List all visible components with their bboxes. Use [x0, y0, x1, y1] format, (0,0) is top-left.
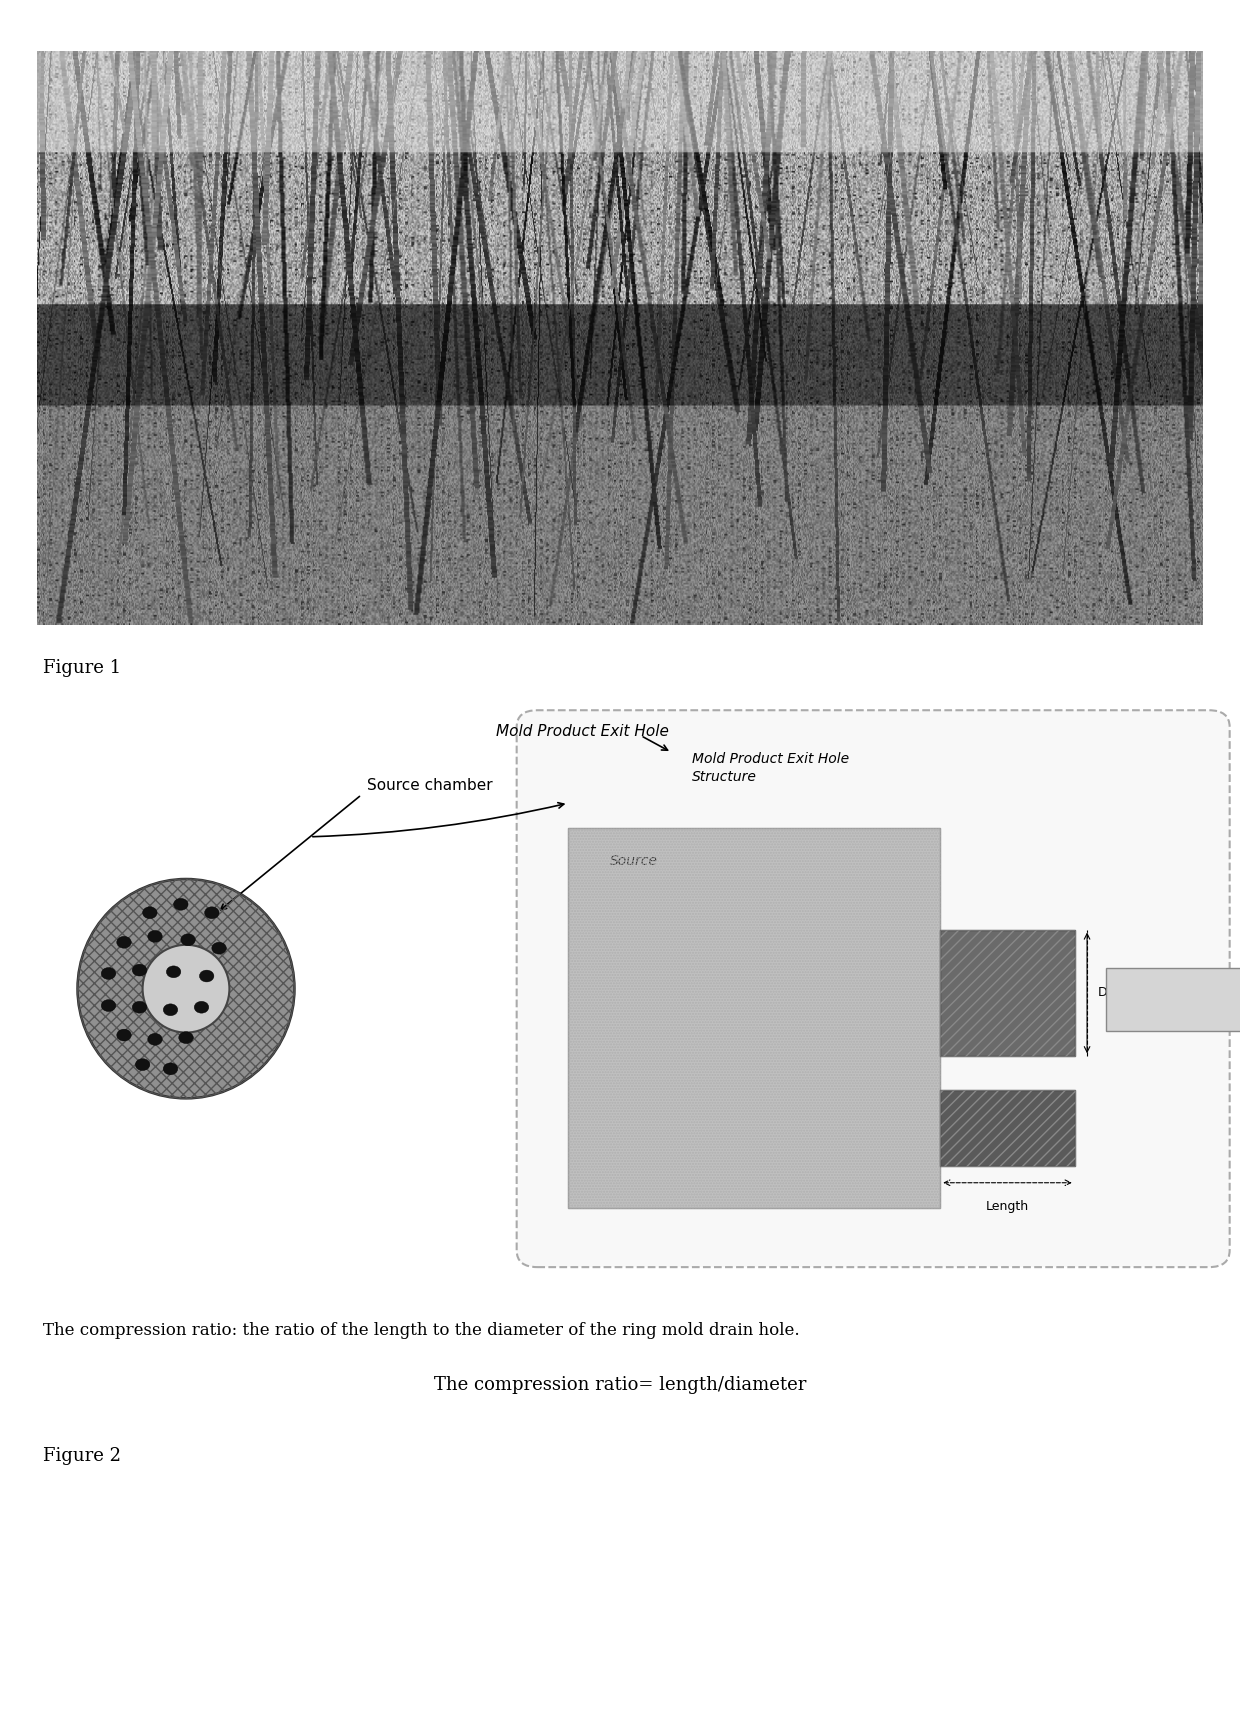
Circle shape [148, 1034, 162, 1046]
Text: Source: Source [610, 854, 657, 868]
Circle shape [102, 1000, 115, 1012]
Text: Mold Product Exit Hole: Mold Product Exit Hole [496, 724, 668, 740]
Text: The compression ratio: the ratio of the length to the diameter of the ring mold : The compression ratio: the ratio of the … [43, 1322, 800, 1339]
Text: Length: Length [986, 1200, 1029, 1212]
Ellipse shape [143, 945, 229, 1032]
Bar [940, 1091, 1075, 1166]
Text: Mold Product: Mold Product [1114, 993, 1195, 1005]
FancyBboxPatch shape [517, 710, 1230, 1267]
Circle shape [195, 1002, 208, 1014]
Circle shape [117, 936, 131, 948]
Circle shape [135, 1058, 150, 1070]
Circle shape [205, 907, 219, 919]
Circle shape [200, 971, 213, 983]
Circle shape [133, 964, 146, 976]
Text: Source chamber: Source chamber [367, 777, 492, 793]
Circle shape [143, 907, 157, 919]
Text: Mold Product Exit Hole
Structure: Mold Product Exit Hole Structure [692, 753, 849, 784]
Text: The compression ratio= length/diameter: The compression ratio= length/diameter [434, 1376, 806, 1395]
Bar [940, 1091, 1075, 1166]
Ellipse shape [77, 878, 295, 1099]
Circle shape [179, 1032, 193, 1044]
Bar [1106, 967, 1240, 1031]
Text: Figure 2: Figure 2 [43, 1447, 122, 1465]
Circle shape [212, 942, 226, 954]
Text: Diameter: Diameter [1097, 986, 1156, 1000]
Circle shape [102, 967, 115, 979]
Circle shape [181, 933, 195, 945]
Circle shape [133, 1002, 146, 1014]
Text: hole: hole [956, 986, 982, 1000]
Bar [940, 930, 1075, 1056]
Circle shape [164, 1063, 177, 1075]
Text: Figure 1: Figure 1 [43, 659, 122, 678]
Circle shape [148, 930, 162, 942]
Circle shape [166, 966, 181, 978]
Circle shape [117, 1029, 131, 1041]
Circle shape [164, 1003, 177, 1015]
Circle shape [174, 899, 188, 911]
Bar [940, 930, 1075, 1056]
Bar [568, 829, 940, 1209]
Bar [568, 829, 940, 1209]
